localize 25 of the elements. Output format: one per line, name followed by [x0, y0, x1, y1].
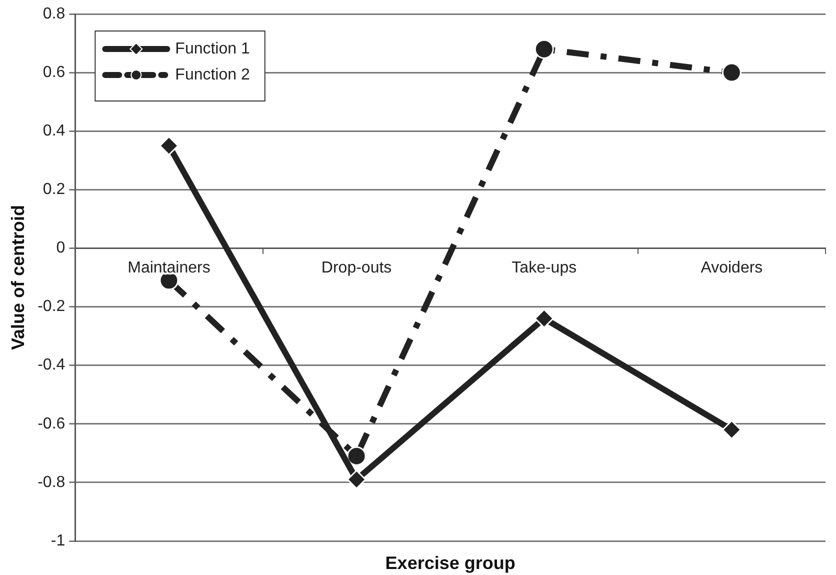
point	[722, 62, 742, 82]
y-tick-label: 0.6	[42, 64, 66, 81]
x-tick-label: Maintainers	[128, 260, 210, 277]
point	[534, 308, 554, 328]
y-axis-title: Value of centroid	[8, 204, 28, 350]
y-tick-label: -0.4	[38, 356, 66, 374]
point	[159, 136, 179, 156]
x-tick-label: Take-ups	[512, 260, 577, 277]
point	[722, 420, 742, 440]
legend-label: Function 1	[175, 40, 250, 58]
y-tick-label: 0.2	[42, 181, 66, 198]
y-tick-label: 0.4	[42, 122, 66, 140]
x-tick-label: Avoiders	[700, 260, 763, 277]
x-tick-label: Drop-outs	[321, 260, 392, 277]
y-tick-label: 0.8	[42, 5, 66, 22]
point	[534, 39, 554, 59]
y-tick-label: -1	[50, 532, 66, 550]
x-axis-title: Exercise group	[385, 552, 516, 573]
y-tick-label: -0.6	[38, 415, 66, 432]
y-tick-label: -0.8	[38, 474, 66, 491]
point	[346, 470, 366, 490]
y-tick-label: 0	[56, 240, 66, 257]
point	[346, 446, 366, 466]
y-tick-label: -0.2	[38, 298, 66, 316]
legend-label: Function 2	[175, 66, 250, 84]
